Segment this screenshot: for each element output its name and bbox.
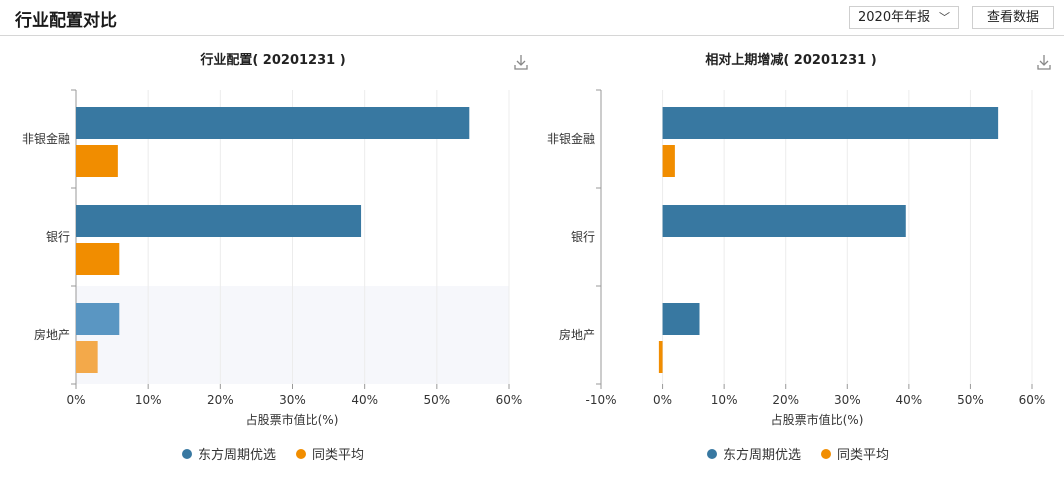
legend-peer-label[interactable]: 同类平均 <box>312 448 364 463</box>
category-label: 房地产 <box>34 327 70 342</box>
x-axis-label: 占股票市值比(%) <box>246 412 339 427</box>
bar-fund[interactable] <box>662 303 700 335</box>
legend-fund-marker[interactable] <box>707 449 717 459</box>
x-tick-label: 60% <box>1019 393 1046 407</box>
x-tick-label: 50% <box>957 393 984 407</box>
bar-fund[interactable] <box>76 303 120 335</box>
bar-fund[interactable] <box>76 107 470 139</box>
category-label: 非银金融 <box>22 131 70 146</box>
bar-fund[interactable] <box>662 205 906 237</box>
period-select[interactable]: 2020年年报 ﹀ <box>849 6 959 29</box>
x-tick-label: 30% <box>834 393 861 407</box>
x-tick-label: 40% <box>896 393 923 407</box>
bar-peer[interactable] <box>76 341 98 373</box>
bar-fund[interactable] <box>662 107 999 139</box>
download-icon[interactable] <box>1037 55 1051 70</box>
x-tick-label: -10% <box>585 393 616 407</box>
category-label: 房地产 <box>559 327 595 342</box>
x-axis-label: 占股票市值比(%) <box>771 412 864 427</box>
legend-peer-label[interactable]: 同类平均 <box>837 448 889 463</box>
x-tick-label: 30% <box>279 393 306 407</box>
download-icon[interactable] <box>514 55 528 70</box>
category-label: 非银金融 <box>547 131 595 146</box>
legend-peer-marker[interactable] <box>821 449 831 459</box>
x-tick-label: 10% <box>135 393 162 407</box>
x-tick-label: 40% <box>351 393 378 407</box>
x-tick-label: 50% <box>423 393 450 407</box>
industry-allocation-chart: 行业配置( 20201231 ) 0% 10% 20% 30% 40% 50% 60% 非银金融… <box>22 52 528 463</box>
bar-peer[interactable] <box>76 243 120 275</box>
x-tick-label: 60% <box>496 393 523 407</box>
chevron-down-icon: ﹀ <box>939 11 950 24</box>
x-tick-label: 20% <box>207 393 234 407</box>
x-tick-label: 10% <box>711 393 738 407</box>
period-select-value: 2020年年报 <box>858 10 931 25</box>
category-label: 银行 <box>571 230 595 244</box>
x-tick-label: 20% <box>772 393 799 407</box>
legend-fund-label[interactable]: 东方周期优选 <box>723 447 801 463</box>
legend-fund-label[interactable]: 东方周期优选 <box>198 447 276 463</box>
page-header: 行业配置对比 2020年年报 ﹀ 查看数据 <box>0 0 1064 36</box>
chart-title: 行业配置( 20201231 ) <box>199 52 345 68</box>
page-title: 行业配置对比 <box>15 11 117 31</box>
view-data-button[interactable]: 查看数据 <box>972 6 1054 29</box>
legend-fund-marker[interactable] <box>182 449 192 459</box>
change-vs-previous-chart: 相对上期增减( 20201231 ) -10% 0% 10% 20% 30% 40% 50% 6… <box>547 52 1051 463</box>
bar-peer[interactable] <box>658 341 663 373</box>
bar-fund[interactable] <box>76 205 362 237</box>
legend-peer-marker[interactable] <box>296 449 306 459</box>
x-tick-label: 0% <box>653 393 672 407</box>
category-label: 银行 <box>46 230 70 244</box>
bar-peer[interactable] <box>76 145 118 177</box>
chart-title: 相对上期增减( 20201231 ) <box>705 52 876 68</box>
x-tick-label: 0% <box>66 393 85 407</box>
bar-peer[interactable] <box>662 145 675 177</box>
